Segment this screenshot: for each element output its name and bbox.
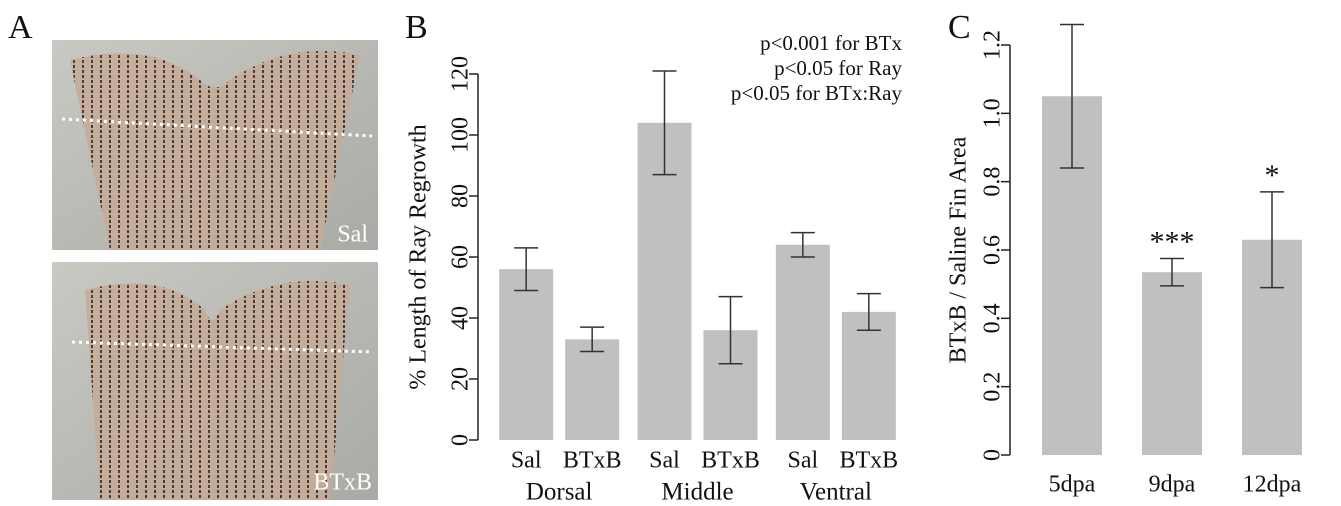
y-tick-label: 80 (448, 184, 474, 208)
y-tick-label: 0.2 (980, 372, 1006, 402)
x-tick-label: 9dpa (1149, 472, 1196, 498)
group-label: Ventral (800, 479, 872, 506)
significance: *** (1150, 225, 1195, 258)
significance: * (1265, 159, 1280, 192)
x-tick-label: Sal (649, 448, 680, 474)
error-bar (1160, 257, 1184, 287)
panel-label: A (8, 9, 33, 46)
y-tick-label: 0 (980, 449, 1006, 461)
x-tick-label: BTxB (839, 448, 898, 474)
error-bar (580, 326, 605, 353)
x-tick-label: Sal (511, 448, 542, 474)
x-tick-label: BTxB (701, 448, 760, 474)
panel-label: B (405, 9, 428, 46)
y-tick-label: 1.0 (980, 98, 1006, 128)
annotation: p<0.001 for BTx (760, 31, 902, 55)
bar (775, 244, 830, 440)
error-bar (1260, 191, 1284, 289)
error-bar (1060, 23, 1084, 169)
group-label: Dorsal (526, 479, 593, 506)
bar (841, 311, 896, 440)
x-tick-label: 5dpa (1049, 472, 1096, 498)
y-tick-label: 20 (448, 367, 474, 391)
bar (565, 339, 620, 440)
image-label: BTxB (313, 470, 372, 496)
image-label: Sal (337, 222, 368, 248)
y-tick-label: 120 (448, 56, 474, 92)
group-label: Middle (661, 479, 733, 506)
x-tick-label: BTxB (563, 448, 622, 474)
photo-btxb: BTxB (52, 262, 378, 500)
error-bar (652, 70, 677, 176)
error-bar (718, 295, 743, 365)
annotation: p<0.05 for BTx:Ray (731, 81, 903, 105)
y-tick-label: 0 (448, 434, 474, 446)
bar (1142, 272, 1202, 455)
error-bar (856, 292, 881, 331)
photo-sal: Sal (52, 40, 378, 250)
error-bar (790, 231, 815, 258)
bar (637, 122, 692, 441)
panel-label: C (948, 9, 971, 46)
x-tick-label: 12dpa (1243, 472, 1302, 498)
y-tick-label: 0.4 (980, 303, 1006, 333)
y-tick-label: 1.2 (980, 30, 1006, 60)
y-axis-label: BTxB / Saline Fin Area (946, 136, 972, 363)
annotation: p<0.05 for Ray (774, 56, 902, 80)
y-tick-label: 100 (448, 117, 474, 153)
y-tick-label: 40 (448, 306, 474, 330)
error-bar (514, 247, 539, 292)
y-axis-label: % Length of Ray Regrowth (406, 124, 432, 389)
y-tick-label: 0.6 (980, 235, 1006, 265)
y-tick-label: 60 (448, 245, 474, 269)
bar (499, 269, 554, 440)
y-tick-label: 0.8 (980, 167, 1006, 197)
x-tick-label: Sal (787, 448, 818, 474)
